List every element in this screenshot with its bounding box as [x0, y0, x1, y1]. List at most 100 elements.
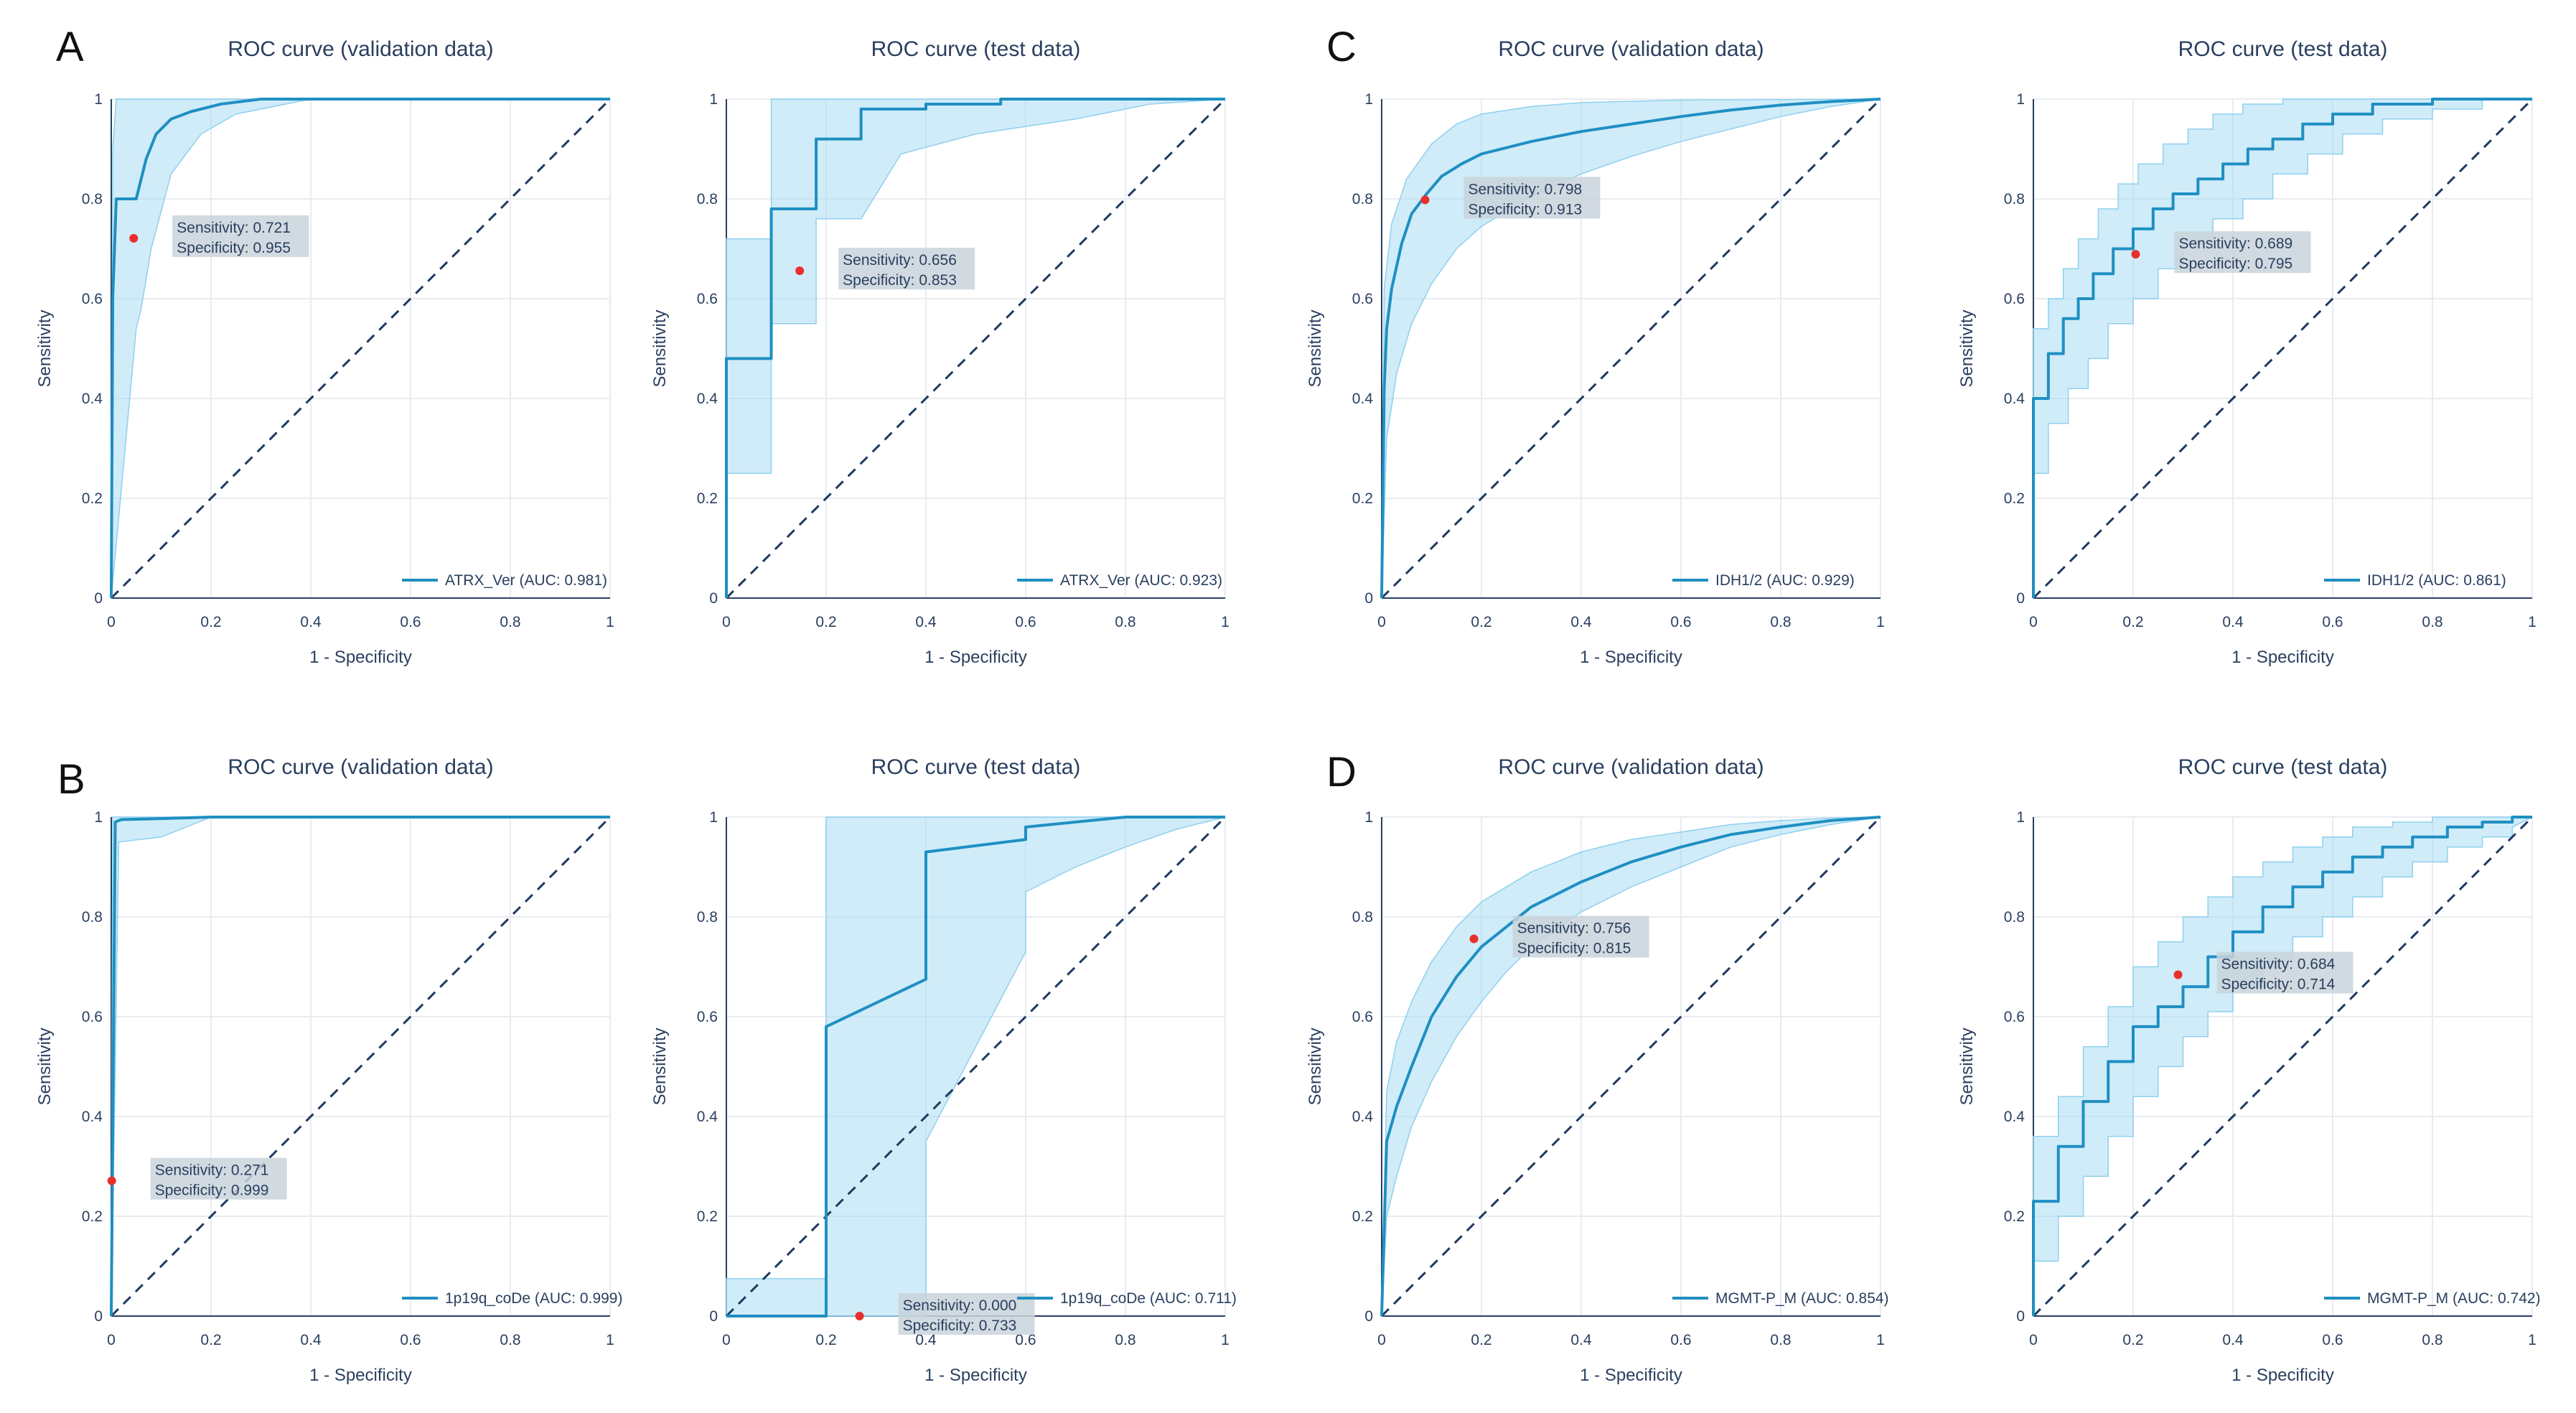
- annotation-sensitivity: Sensitivity: 0.684: [2221, 956, 2336, 973]
- roc-curve: [726, 816, 1225, 1318]
- y-tick-label: 0.2: [1352, 490, 1373, 507]
- sens-spec-annotation: Sensitivity: 0.798 Specificity: 0.913: [1463, 177, 1601, 219]
- chart-title: ROC curve (test data): [2178, 37, 2388, 61]
- y-axis-label: Sensitivity: [35, 1027, 55, 1105]
- y-axis-label: Sensitivity: [1957, 309, 1977, 387]
- x-tick-label: 1: [1221, 614, 1230, 630]
- x-tick-label: 0: [722, 614, 731, 630]
- y-tick-label: 0.8: [697, 191, 718, 207]
- y-tick-label: 1: [2016, 91, 2025, 108]
- annotation-sensitivity: Sensitivity: 0.271: [155, 1162, 269, 1179]
- chance-diagonal: [725, 816, 1227, 1318]
- x-tick-label: 0.6: [1670, 614, 1691, 630]
- y-tick-label: 0.8: [1352, 909, 1373, 925]
- x-tick-label: 0.2: [200, 614, 221, 630]
- annotation-background: [2216, 951, 2353, 994]
- x-tick-label: 0.2: [815, 1332, 836, 1348]
- sens-spec-annotation: Sensitivity: 0.756 Specificity: 0.815: [1512, 915, 1649, 958]
- y-tick-label: 0.2: [697, 1208, 718, 1225]
- y-tick-label: 0: [94, 590, 103, 607]
- y-tick-label: 1: [2016, 809, 2025, 826]
- y-tick-label: 0.6: [2004, 291, 2025, 307]
- x-tick-label: 0: [2029, 1332, 2038, 1348]
- roc-panel-3: C ROC curve (validation data) 0 0.2 0.4 0.6 0.…: [1306, 24, 1885, 667]
- chance-diagonal: [110, 98, 612, 600]
- x-tick-label: 1: [2528, 614, 2537, 630]
- annotation-sensitivity: Sensitivity: 0.798: [1468, 181, 1582, 197]
- y-axis-label: Sensitivity: [650, 309, 670, 387]
- confidence-band: [1381, 98, 1881, 599]
- operating-point: [129, 233, 139, 243]
- legend-label: ATRX_Ver (AUC: 0.923): [1060, 572, 1222, 589]
- chance-diagonal: [2032, 98, 2534, 600]
- x-tick-label: 0: [2029, 614, 2038, 630]
- legend: MGMT-P_M (AUC: 0.742): [2324, 1290, 2541, 1307]
- annotation-specificity: Specificity: 0.853: [843, 272, 957, 289]
- panel-letter: A: [56, 24, 84, 70]
- y-tick-label: 0.4: [2004, 1109, 2025, 1125]
- x-tick-label: 0.8: [1115, 614, 1135, 630]
- x-tick-label: 0: [1377, 614, 1386, 630]
- y-tick-label: 0.4: [82, 1109, 103, 1125]
- x-axis-label: 1 - Specificity: [924, 1366, 1027, 1385]
- annotation-sensitivity: Sensitivity: 0.000: [903, 1297, 1017, 1314]
- legend: MGMT-P_M (AUC: 0.854): [1672, 1290, 1889, 1307]
- chart-title: ROC curve (validation data): [228, 37, 493, 61]
- x-tick-label: 0.6: [1015, 614, 1036, 630]
- legend: IDH1/2 (AUC: 0.929): [1672, 572, 1855, 589]
- roc-curve: [2032, 98, 2532, 598]
- annotation-specificity: Specificity: 0.733: [903, 1318, 1017, 1334]
- x-tick-label: 0: [107, 614, 116, 630]
- y-tick-label: 0.2: [1352, 1208, 1373, 1225]
- annotation-background: [172, 215, 309, 257]
- y-tick-label: 0.8: [82, 909, 103, 925]
- roc-panel-2: ROC curve (test data) 0 0.2 0.4 0.6 0.8 1 0 0.2 0…: [650, 37, 1230, 667]
- annotation-background: [838, 248, 975, 290]
- operating-point: [1420, 195, 1430, 205]
- y-tick-label: 0: [709, 1308, 718, 1325]
- legend-label: MGMT-P_M (AUC: 0.742): [2367, 1290, 2541, 1307]
- confidence-band: [2033, 98, 2532, 598]
- x-tick-label: 1: [1221, 1332, 1230, 1348]
- operating-point: [795, 266, 805, 276]
- chart-title: ROC curve (test data): [871, 755, 1081, 779]
- confidence-band: [2033, 816, 2533, 1316]
- chance-diagonal: [1380, 98, 1882, 600]
- y-tick-label: 0.6: [697, 1009, 718, 1025]
- y-tick-label: 0.4: [1352, 391, 1374, 407]
- x-tick-label: 0.2: [1471, 1332, 1491, 1348]
- x-tick-label: 0.4: [300, 1332, 322, 1348]
- roc-curve: [110, 816, 610, 1317]
- y-tick-label: 1: [1364, 91, 1373, 108]
- y-tick-label: 0.4: [697, 1109, 718, 1125]
- x-tick-label: 0.4: [2222, 614, 2244, 630]
- chart-title: ROC curve (test data): [2178, 755, 2388, 779]
- roc-curve: [110, 98, 610, 599]
- y-tick-label: 0.4: [697, 391, 718, 407]
- annotation-sensitivity: Sensitivity: 0.756: [1517, 920, 1631, 937]
- y-tick-label: 0.8: [2004, 191, 2025, 207]
- x-tick-label: 0.8: [500, 1332, 520, 1348]
- legend: 1p19q_coDe (AUC: 0.711): [1017, 1290, 1237, 1307]
- operating-point: [855, 1312, 864, 1320]
- chart-title: ROC curve (validation data): [228, 755, 493, 779]
- y-tick-label: 0.8: [1352, 191, 1373, 207]
- x-tick-label: 0.4: [300, 614, 322, 630]
- y-tick-label: 1: [94, 809, 103, 826]
- legend: ATRX_Ver (AUC: 0.981): [402, 572, 607, 589]
- x-tick-label: 0.8: [1770, 1332, 1791, 1348]
- x-tick-label: 0.8: [1770, 614, 1791, 630]
- chart-title: ROC curve (validation data): [1498, 755, 1764, 779]
- y-axis-label: Sensitivity: [1957, 1027, 1977, 1105]
- y-tick-label: 0: [94, 1308, 103, 1325]
- y-tick-label: 1: [94, 91, 103, 108]
- x-tick-label: 0.2: [2122, 1332, 2143, 1348]
- y-tick-label: 0: [2016, 590, 2025, 607]
- panel-letter: C: [1326, 24, 1357, 70]
- annotation-background: [898, 1293, 1035, 1335]
- x-tick-label: 0.4: [1570, 1332, 1592, 1348]
- roc-curve: [2032, 816, 2532, 1316]
- y-axis-label: Sensitivity: [35, 309, 55, 387]
- chance-diagonal: [110, 816, 612, 1318]
